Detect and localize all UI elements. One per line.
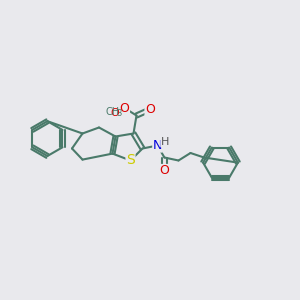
Text: O: O	[160, 164, 169, 178]
Text: S: S	[126, 154, 135, 167]
Text: H: H	[161, 137, 169, 147]
Text: CH: CH	[106, 106, 120, 117]
Text: O: O	[145, 103, 155, 116]
Text: O: O	[110, 108, 119, 118]
Text: N: N	[153, 139, 162, 152]
Text: O: O	[120, 101, 129, 115]
Text: 3: 3	[117, 109, 122, 118]
